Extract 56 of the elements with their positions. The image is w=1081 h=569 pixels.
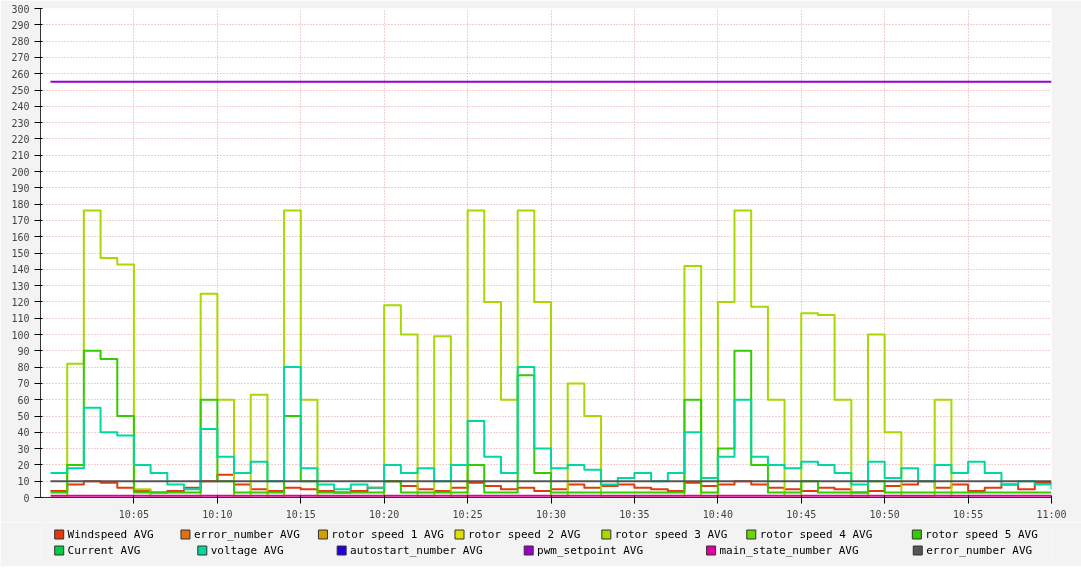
x-tick-label: 10:25 bbox=[452, 508, 483, 520]
x-tick-label: 11:00 bbox=[1036, 508, 1067, 520]
x-tick-label: 10:45 bbox=[786, 508, 817, 520]
legend-label: Windspeed AVG bbox=[67, 528, 154, 541]
legend-label: autostart_number AVG bbox=[350, 544, 483, 557]
y-tick-label: 250 bbox=[11, 85, 30, 96]
y-tick-label: 240 bbox=[11, 101, 30, 113]
y-tick-label: 30 bbox=[17, 443, 30, 455]
x-tick-label: 10:35 bbox=[619, 508, 650, 520]
y-tick-label: 150 bbox=[11, 248, 30, 259]
y-tick-label: 290 bbox=[11, 19, 30, 31]
y-tick-label: 70 bbox=[17, 378, 30, 390]
y-tick-label: 180 bbox=[11, 199, 30, 211]
legend-label: error_number AVG bbox=[926, 544, 1033, 557]
x-tick-label: 10:50 bbox=[869, 508, 900, 520]
y-tick-label: 10 bbox=[17, 476, 30, 488]
legend-label: rotor speed 1 AVG bbox=[331, 528, 444, 541]
y-tick-label: 170 bbox=[11, 215, 30, 227]
legend-label: rotor speed 2 AVG bbox=[467, 528, 581, 541]
y-tick-label: 200 bbox=[11, 166, 30, 178]
x-tick-label: 10:10 bbox=[202, 508, 233, 520]
x-tick-label: 10:55 bbox=[953, 508, 984, 520]
y-tick-label: 160 bbox=[11, 231, 30, 243]
legend-label: main_state_number AVG bbox=[719, 544, 859, 557]
y-tick-label: 40 bbox=[17, 427, 30, 439]
legend-label: rotor speed 5 AVG bbox=[925, 528, 1038, 541]
y-tick-label: 90 bbox=[17, 345, 30, 357]
y-tick-label: 230 bbox=[11, 117, 30, 129]
x-tick-label: 10:20 bbox=[369, 508, 400, 520]
legend-label: rotor speed 3 AVG bbox=[614, 528, 728, 541]
y-tick-label: 210 bbox=[11, 150, 30, 162]
legend-label: Current AVG bbox=[67, 544, 141, 557]
y-tick-label: 300 bbox=[11, 3, 30, 15]
y-tick-label: 100 bbox=[11, 329, 30, 341]
x-tick-label: 10:05 bbox=[118, 508, 149, 520]
y-tick-label: 260 bbox=[11, 68, 30, 80]
y-tick-label: 0 bbox=[23, 492, 30, 504]
y-tick-label: 110 bbox=[11, 313, 30, 325]
y-tick-label: 280 bbox=[11, 36, 30, 48]
x-tick-label: 10:15 bbox=[285, 508, 316, 520]
y-tick-label: 140 bbox=[11, 264, 30, 276]
x-tick-label: 10:40 bbox=[702, 508, 733, 520]
y-tick-label: 20 bbox=[17, 459, 30, 471]
y-tick-label: 80 bbox=[17, 362, 30, 374]
legend-label: pwm_setpoint AVG bbox=[537, 544, 644, 557]
y-tick-label: 220 bbox=[11, 133, 30, 145]
legend-label: voltage AVG bbox=[210, 544, 284, 557]
legend-label: error_number AVG bbox=[193, 528, 300, 541]
y-tick-label: 50 bbox=[17, 411, 30, 422]
y-tick-label: 120 bbox=[11, 296, 30, 308]
y-tick-label: 130 bbox=[11, 280, 30, 292]
y-tick-label: 60 bbox=[17, 394, 30, 406]
x-tick-label: 10:30 bbox=[535, 508, 567, 520]
y-tick-label: 190 bbox=[11, 182, 30, 194]
legend-label: rotor speed 4 AVG bbox=[759, 528, 873, 541]
y-tick-label: 270 bbox=[11, 52, 30, 64]
